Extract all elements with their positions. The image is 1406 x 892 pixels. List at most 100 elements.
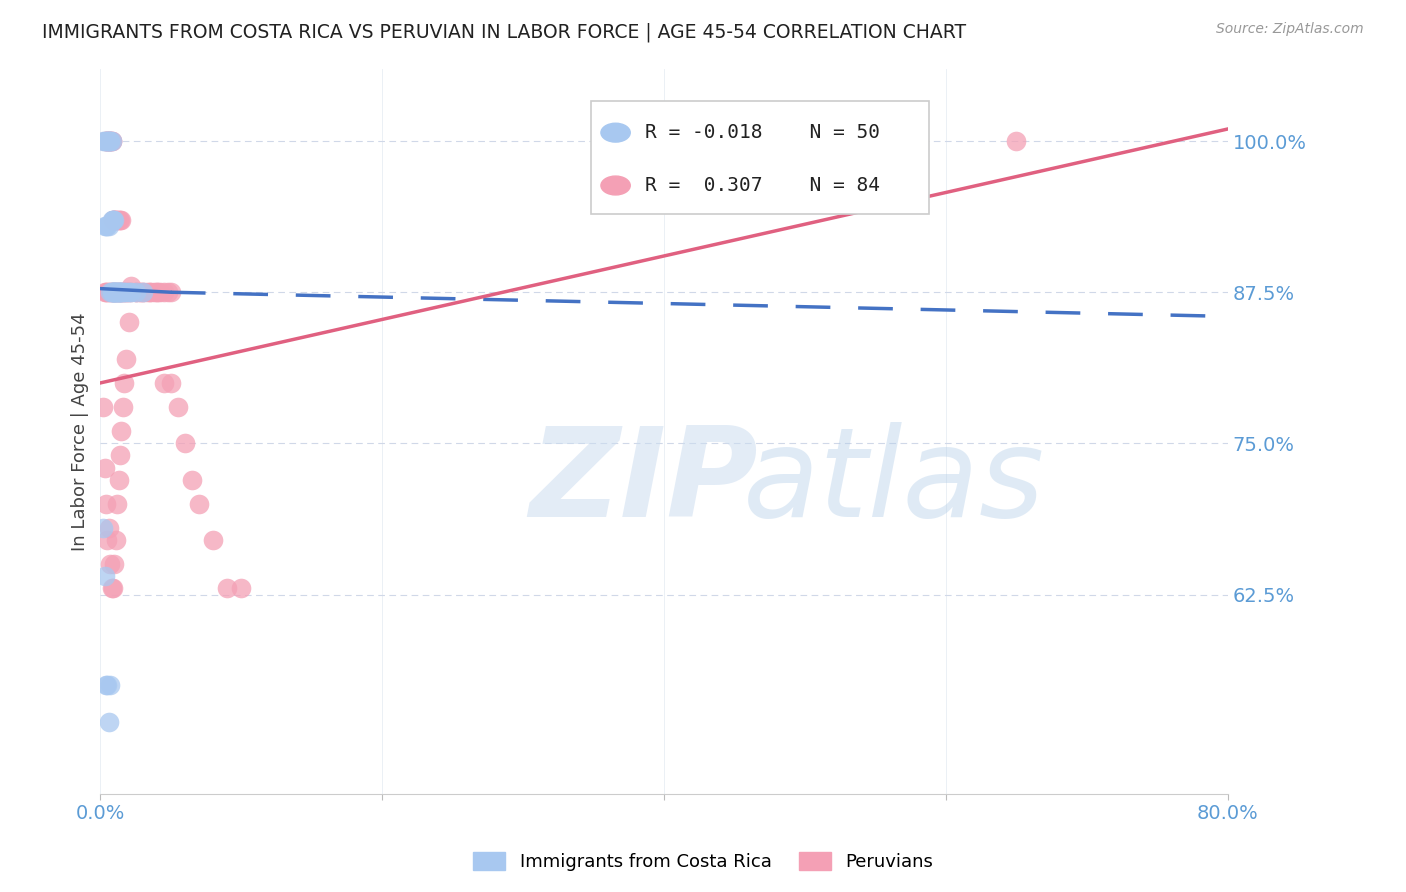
Point (98, 134, 121, 148)
Point (108, 285, 131, 300)
Point (110, 285, 132, 300)
Point (93, 460, 115, 475)
Point (131, 285, 153, 300)
Point (93, 569, 115, 583)
Point (110, 285, 132, 300)
Point (94, 678, 117, 692)
Point (115, 285, 138, 300)
Point (103, 558, 125, 572)
Text: Source: ZipAtlas.com: Source: ZipAtlas.com (1216, 22, 1364, 37)
Point (98, 134, 121, 148)
Point (97, 714, 120, 729)
Point (91, 521, 114, 535)
Point (217, 582, 239, 596)
Point (97, 134, 120, 148)
Point (108, 285, 131, 300)
Point (97, 134, 120, 148)
Point (152, 285, 174, 300)
Point (100, 134, 122, 148)
Point (100, 582, 122, 596)
Point (114, 351, 136, 366)
Point (93, 285, 115, 300)
Point (145, 285, 167, 300)
Point (104, 212, 127, 227)
Point (96, 134, 118, 148)
Point (103, 285, 125, 300)
Point (101, 212, 124, 227)
Point (98, 285, 121, 300)
Point (101, 212, 124, 227)
Point (138, 285, 160, 300)
Point (94, 497, 117, 511)
Point (101, 212, 124, 227)
FancyBboxPatch shape (591, 101, 929, 213)
Point (101, 285, 124, 300)
Point (131, 285, 153, 300)
Point (93, 134, 115, 148)
Point (117, 316, 139, 330)
Point (94, 285, 117, 300)
Point (107, 285, 129, 300)
Point (110, 212, 132, 227)
Text: R = -0.018    N = 50: R = -0.018 N = 50 (645, 123, 880, 142)
Point (111, 285, 134, 300)
Point (135, 285, 157, 300)
Point (93, 134, 115, 148)
Point (107, 285, 129, 300)
Point (105, 212, 128, 227)
Point (104, 533, 127, 548)
Point (96, 533, 118, 548)
Point (105, 285, 128, 300)
Point (181, 473, 204, 487)
Point (96, 219, 118, 233)
Point (101, 582, 124, 596)
Point (105, 497, 128, 511)
Point (101, 285, 124, 300)
Point (104, 212, 127, 227)
Point (159, 376, 181, 390)
Point (124, 285, 146, 300)
Point (114, 285, 136, 300)
Point (108, 449, 131, 463)
Text: IMMIGRANTS FROM COSTA RICA VS PERUVIAN IN LABOR FORCE | AGE 45-54 CORRELATION CH: IMMIGRANTS FROM COSTA RICA VS PERUVIAN I… (42, 22, 966, 42)
Point (96, 285, 118, 300)
Point (104, 285, 127, 300)
Point (103, 212, 125, 227)
Point (112, 376, 135, 390)
Point (117, 285, 139, 300)
Point (103, 285, 125, 300)
Point (103, 212, 125, 227)
Point (94, 134, 117, 148)
Point (103, 212, 125, 227)
Point (138, 285, 160, 300)
Point (142, 285, 165, 300)
Point (131, 285, 153, 300)
Point (101, 212, 124, 227)
Point (100, 212, 122, 227)
Point (1005, 134, 1028, 148)
Point (124, 285, 146, 300)
Point (112, 285, 135, 300)
Point (97, 134, 120, 148)
Point (105, 285, 128, 300)
Point (110, 285, 132, 300)
Y-axis label: In Labor Force | Age 45-54: In Labor Force | Age 45-54 (72, 312, 89, 550)
Point (105, 285, 128, 300)
Point (108, 285, 131, 300)
Point (159, 285, 181, 300)
Point (96, 134, 118, 148)
Point (120, 279, 142, 293)
Point (107, 212, 129, 227)
Circle shape (600, 123, 630, 142)
Point (104, 285, 127, 300)
Text: atlas: atlas (742, 422, 1045, 542)
Point (167, 400, 190, 414)
Point (100, 285, 122, 300)
Point (97, 285, 120, 300)
Point (100, 285, 122, 300)
Point (112, 285, 135, 300)
Point (96, 134, 118, 148)
Point (152, 376, 174, 390)
Point (104, 285, 127, 300)
Point (100, 285, 122, 300)
